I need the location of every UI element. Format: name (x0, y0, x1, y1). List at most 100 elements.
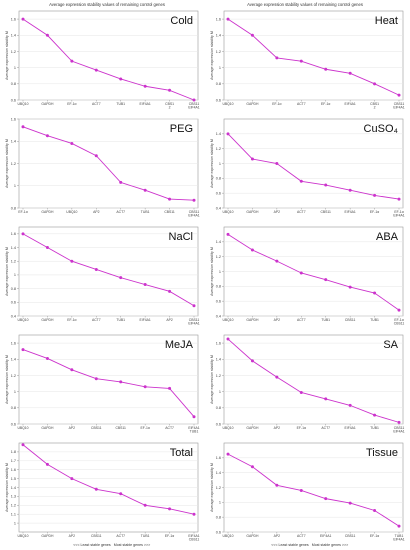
x-tick-label: GAPDH (246, 318, 259, 322)
x-tick-label: EF-1α (394, 210, 403, 214)
data-point (250, 359, 254, 363)
y-tick-label: 0.4 (11, 314, 16, 318)
data-point (373, 508, 377, 512)
y-tick-label: 0.8 (216, 285, 221, 289)
data-point (348, 71, 352, 75)
y-tick-label: 1.4 (11, 486, 16, 490)
x-tick-label: CBS11 (394, 322, 405, 326)
panel-title: Cold (170, 15, 193, 27)
data-point (119, 380, 123, 384)
data-point (45, 134, 49, 138)
data-point (94, 68, 98, 72)
y-tick-label: 1.2 (216, 255, 221, 259)
x-tick-label: TUB1 (370, 426, 379, 430)
series-line (22, 444, 195, 515)
x-tick-label: UBQ10 (222, 102, 233, 106)
data-point (275, 259, 279, 263)
chart-panel: 0.6 0.8 1 1.2 1.4 1.6 Average expression stabi… (5, 10, 200, 110)
x-tick-label: UBQ10 (17, 102, 28, 106)
plot-frame (18, 10, 199, 101)
data-point (226, 337, 230, 341)
x-tick-label: AP2 (274, 210, 281, 214)
y-axis-label: Average expression stability M (210, 31, 214, 80)
series-line (22, 349, 195, 418)
y-tick-label: 0.8 (216, 177, 221, 181)
plot-frame (223, 10, 404, 101)
chart-panel: 0.8 1 1.2 1.4 1.6 Average expression stabilit… (5, 117, 200, 217)
data-point (119, 180, 123, 184)
x-tick-label: EF-1α (18, 210, 27, 214)
data-point (192, 98, 196, 102)
data-point (397, 524, 401, 528)
y-tick-label: 1 (14, 521, 16, 525)
y-tick-label: 1.2 (216, 374, 221, 378)
x-tick-label: UBQ10 (222, 318, 233, 322)
data-point (299, 179, 303, 183)
x-tick-label: GAPDH (41, 534, 54, 538)
y-tick-label: 0.8 (11, 406, 16, 410)
y-tick-label: 1.3 (11, 495, 16, 499)
data-point (324, 67, 328, 71)
chart-panel: 0.6 0.8 1 1.2 1.4 1.6 Average expression stabi… (210, 10, 405, 110)
y-tick-label: 1.2 (11, 260, 16, 264)
x-tick-label: EIF4A1 (188, 106, 199, 110)
data-point (168, 88, 172, 92)
x-tick-label: CBS1 (165, 102, 174, 106)
x-tick-label: EIF4A1 (344, 426, 355, 430)
x-tick-label: UBQ10 (222, 210, 233, 214)
y-tick-label: 1 (14, 273, 16, 277)
data-point (143, 385, 147, 389)
data-point (119, 276, 123, 280)
x-tick-label: TUB1 (395, 534, 404, 538)
panel-title: Total (170, 447, 193, 459)
x-tick-label: GAPDH (41, 318, 54, 322)
y-tick-label: 0.6 (11, 98, 16, 102)
y-tick-label: 1 (219, 270, 221, 274)
y-tick-label: 0.6 (216, 530, 221, 534)
panel-title: SA (383, 339, 398, 351)
data-point (397, 420, 401, 424)
plot-frame (223, 334, 404, 425)
data-point (45, 462, 49, 466)
data-point (324, 278, 328, 282)
x-tick-label: CBS11 (345, 534, 356, 538)
x-tick-label: AP2 (274, 426, 281, 430)
x-tick-label: ACT7 (297, 102, 306, 106)
y-tick-label: 1.2 (11, 50, 16, 54)
plot-frame (18, 226, 199, 317)
y-tick-label: 1 (14, 66, 16, 70)
y-tick-label: 1.4 (11, 140, 16, 144)
x-tick-label: 2 (374, 106, 376, 110)
x-tick-label: ACT7 (321, 426, 330, 430)
x-tick-label: ACT7 (116, 210, 125, 214)
x-tick-label: EIF4A1 (393, 430, 404, 434)
data-point (168, 507, 172, 511)
y-tick-label: 1 (219, 501, 221, 505)
y-tick-label: 0.6 (216, 191, 221, 195)
x-tick-label: ACT7 (297, 534, 306, 538)
header-text-left: Average expression stability values of r… (49, 2, 165, 7)
x-tick-label: ACT7 (297, 318, 306, 322)
y-tick-label: 1.2 (11, 504, 16, 508)
x-tick-label: ACT7 (297, 210, 306, 214)
series-line (22, 18, 195, 101)
x-tick-label: EF-1α (321, 102, 330, 106)
y-tick-label: 1.5 (11, 477, 16, 481)
data-point (21, 232, 25, 236)
y-tick-label: 1.4 (216, 471, 221, 475)
x-tick-label: EIF4A1 (344, 210, 355, 214)
data-point (250, 33, 254, 37)
x-tick-label: GAPDH (246, 534, 259, 538)
y-axis-label: Average expression stability M (5, 463, 9, 512)
y-tick-label: 1.4 (11, 34, 16, 38)
x-tick-label: TUB1 (141, 534, 150, 538)
data-point (275, 162, 279, 165)
data-point (192, 512, 196, 516)
y-tick-label: 1.6 (216, 17, 221, 21)
x-tick-label: GAPDH (41, 426, 54, 430)
data-point (143, 503, 147, 507)
x-tick-label: CBS11 (394, 426, 405, 430)
data-point (373, 193, 377, 197)
y-tick-label: 1.4 (11, 246, 16, 250)
